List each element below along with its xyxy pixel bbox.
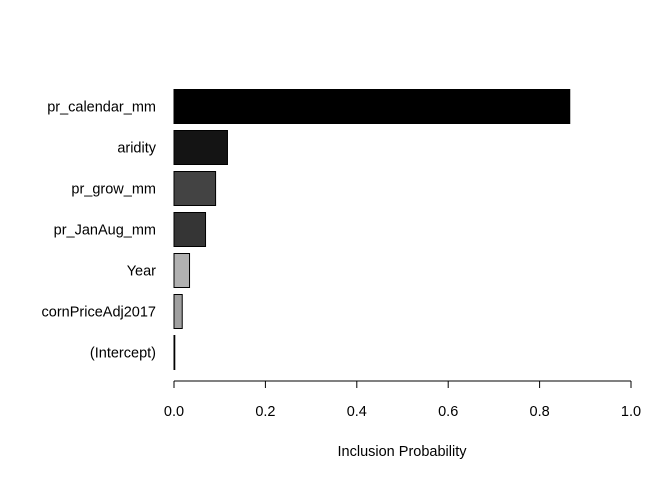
bar-3 [173,212,207,247]
category-label: pr_JanAug_mm [54,223,156,239]
bar-0 [173,89,571,124]
x-tick-label: 0.8 [530,404,550,420]
x-axis-label: Inclusion Probability [338,444,468,460]
category-label: cornPriceAdj2017 [42,305,156,321]
bar-6 [173,335,176,370]
bar-4 [173,253,191,288]
bars-group [173,89,571,370]
x-tick-label: 0.4 [347,404,367,420]
x-tick-label: 0.6 [438,404,458,420]
category-label: (Intercept) [90,346,156,362]
category-label: Year [127,264,156,280]
x-tick-label: 0.0 [164,404,184,420]
category-label: pr_calendar_mm [47,100,156,116]
x-axis: 0.0 0.2 0.4 0.6 0.8 1.0 [164,380,641,420]
x-tick-label: 1.0 [621,404,641,420]
category-label: aridity [117,141,156,157]
bar-5 [173,294,183,329]
category-label: pr_grow_mm [71,182,156,198]
bar-2 [173,171,217,206]
x-tick-label: 0.2 [255,404,275,420]
bar-1 [173,130,228,165]
